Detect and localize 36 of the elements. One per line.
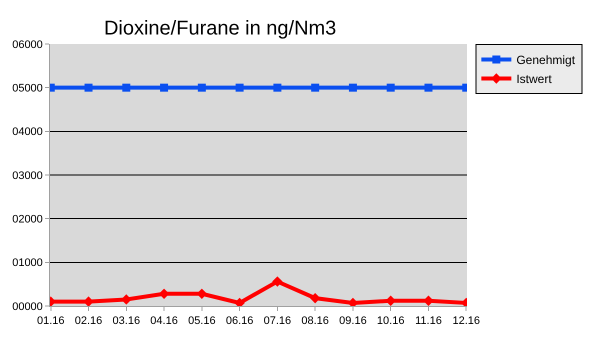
x-tick-label: 02.16 (74, 315, 102, 328)
point (386, 296, 396, 306)
point (272, 276, 283, 287)
x-tick-label: 09.16 (339, 315, 367, 328)
point (160, 84, 168, 92)
point (273, 84, 282, 92)
point (122, 84, 130, 92)
chart-title: Dioxine/Furane in ng/Nm3 (104, 17, 336, 40)
y-tick-label: 03000 (12, 170, 43, 182)
point (310, 292, 320, 304)
y-tick-label: 00000 (12, 300, 43, 313)
x-tick-label: 01.16 (36, 315, 65, 328)
legend-label: Istwert (516, 72, 552, 86)
x-tick-label: 11.16 (415, 315, 442, 328)
y-tick-label: 05000 (12, 82, 43, 95)
y-tick-label: 06000 (12, 38, 43, 51)
point (348, 84, 357, 92)
y-tick-label: 02000 (12, 214, 43, 226)
point (386, 84, 395, 92)
x-tick-label: 08.16 (301, 315, 329, 328)
x-tick-label: 06.16 (226, 315, 254, 328)
legend-label: Genehmigt (516, 53, 576, 68)
x-tick-label: 12.16 (452, 315, 480, 328)
x-tick-label: 05.16 (188, 315, 216, 328)
x-tick-label: 03.16 (112, 315, 140, 328)
y-tick-label: 04000 (12, 126, 43, 138)
x-tick-label: 07.16 (264, 315, 292, 328)
x-tick-label: 10.16 (376, 315, 404, 328)
y-tick-label: 01000 (12, 257, 43, 270)
point (311, 84, 320, 92)
point (424, 84, 432, 92)
point (121, 294, 132, 305)
point (236, 84, 244, 92)
point (198, 84, 206, 92)
point (84, 84, 93, 92)
x-tick-label: 04.16 (150, 315, 178, 328)
